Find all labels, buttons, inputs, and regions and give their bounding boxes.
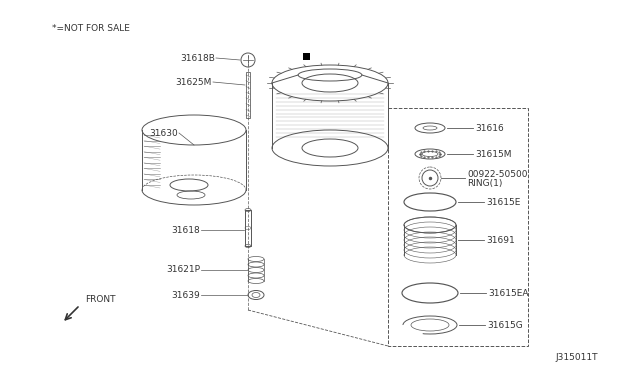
Bar bbox=[246, 72, 250, 118]
Text: 31615EA: 31615EA bbox=[488, 289, 529, 298]
Text: *=NOT FOR SALE: *=NOT FOR SALE bbox=[52, 23, 130, 32]
Text: FRONT: FRONT bbox=[85, 295, 115, 305]
Text: 00922-50500: 00922-50500 bbox=[467, 170, 527, 179]
Text: 31615E: 31615E bbox=[486, 198, 520, 206]
Text: 31615M: 31615M bbox=[475, 150, 511, 158]
Text: 31618: 31618 bbox=[172, 225, 200, 234]
Bar bbox=[388, 108, 528, 346]
Text: J315011T: J315011T bbox=[556, 353, 598, 362]
Text: 31615G: 31615G bbox=[487, 321, 523, 330]
Text: 31639: 31639 bbox=[172, 291, 200, 299]
Bar bbox=[303, 53, 310, 60]
Text: 31621P: 31621P bbox=[166, 266, 200, 275]
Text: 31618B: 31618B bbox=[180, 54, 215, 62]
Text: 31616: 31616 bbox=[475, 124, 504, 132]
Text: RING(1): RING(1) bbox=[467, 179, 502, 187]
Text: 31691: 31691 bbox=[486, 235, 515, 244]
Bar bbox=[245, 210, 251, 246]
Text: 31625M: 31625M bbox=[175, 77, 212, 87]
Text: 31630: 31630 bbox=[149, 128, 178, 138]
